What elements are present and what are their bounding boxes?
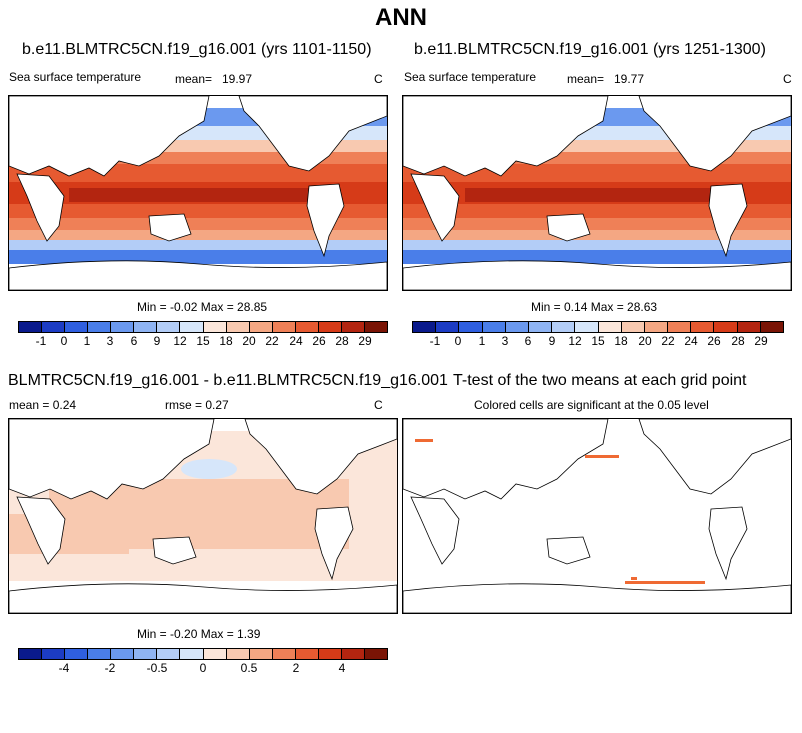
panel-title-bottom-right: T-test of the two means at each grid poi…: [453, 372, 747, 389]
tick-label: 29: [358, 334, 372, 348]
tick-label: 20: [638, 334, 652, 348]
variable-label-top-right: Sea surface temperature: [404, 70, 537, 84]
rmse-bottom-left: rmse = 0.27: [165, 398, 229, 412]
tick-label: -1: [35, 334, 47, 348]
colorbar-bottom-left: [18, 648, 388, 660]
tick-label: 3: [501, 334, 509, 348]
colorbar-ticks-bottom-left: -4 -2 -0.5 0 0.5 2 4: [18, 661, 388, 677]
tick-label: 20: [242, 334, 256, 348]
tick-label: 22: [661, 334, 675, 348]
tick-label: 0: [454, 334, 462, 348]
colorbar-ticks-top-right: -1 0 1 3 6 9 12 15 18 20 22 24 26 28 29: [412, 334, 784, 350]
tick-label: 28: [335, 334, 349, 348]
tick-label: -4: [58, 661, 70, 675]
tick-label: 9: [153, 334, 161, 348]
mean-value-top-left: 19.97: [222, 72, 253, 86]
tick-label: 15: [591, 334, 605, 348]
panel-title-top-right: b.e11.BLMTRC5CN.f19_g16.001 (yrs 1251-13…: [414, 41, 766, 58]
tick-label: 1: [478, 334, 486, 348]
panel-title-top-left: b.e11.BLMTRC5CN.f19_g16.001 (yrs 1101-11…: [22, 41, 372, 58]
tick-label: -2: [104, 661, 116, 675]
minmax-top-left: Min = -0.02 Max = 28.85: [137, 300, 268, 314]
tick-label: 26: [312, 334, 326, 348]
tick-label: 4: [338, 661, 346, 675]
tick-label: -0.5: [146, 661, 168, 675]
tick-label: 3: [106, 334, 114, 348]
mean-value-top-right: 19.77: [614, 72, 645, 86]
tick-label: 29: [754, 334, 768, 348]
subtitle-bottom-right: Colored cells are significant at the 0.0…: [474, 398, 709, 412]
minmax-top-right: Min = 0.14 Max = 28.63: [531, 300, 658, 314]
tick-label: 0: [199, 661, 207, 675]
panel-title-bottom-left: BLMTRC5CN.f19_g16.001 - b.e11.BLMTRC5CN.…: [8, 372, 448, 389]
mean-label-top-left: mean=: [175, 72, 213, 86]
mean-label-top-right: mean=: [567, 72, 605, 86]
tick-label: 24: [684, 334, 698, 348]
tick-label: 28: [731, 334, 745, 348]
ttest-map-bottom-right: [402, 418, 792, 614]
tick-label: 12: [568, 334, 582, 348]
units-top-right: C: [783, 72, 792, 86]
colorbar-ticks-top-left: -1 0 1 3 6 9 12 15 18 20 22 24 26 28 29: [18, 334, 388, 350]
diff-map-bottom-left: [8, 418, 398, 614]
tick-label: 6: [524, 334, 532, 348]
tick-label: 26: [707, 334, 721, 348]
tick-label: 18: [614, 334, 628, 348]
tick-label: 15: [196, 334, 210, 348]
tick-label: 2: [292, 661, 300, 675]
colorbar-top-left: [18, 321, 388, 333]
units-top-left: C: [374, 72, 383, 86]
tick-label: 6: [130, 334, 138, 348]
sst-map-top-right: [402, 95, 792, 291]
mean-bottom-left: mean = 0.24: [9, 398, 77, 412]
figure-title: ANN: [375, 4, 427, 31]
colorbar-top-right: [412, 321, 784, 333]
variable-label-top-left: Sea surface temperature: [9, 70, 142, 84]
sst-map-top-left: [8, 95, 388, 291]
tick-label: 12: [173, 334, 187, 348]
tick-label: 24: [289, 334, 303, 348]
tick-label: 18: [219, 334, 233, 348]
tick-label: -1: [429, 334, 441, 348]
tick-label: 0.5: [240, 661, 258, 675]
tick-label: 22: [265, 334, 279, 348]
tick-label: 9: [548, 334, 556, 348]
tick-label: 0: [60, 334, 68, 348]
units-bottom-left: C: [374, 398, 383, 412]
minmax-bottom-left: Min = -0.20 Max = 1.39: [137, 627, 261, 641]
tick-label: 1: [83, 334, 91, 348]
